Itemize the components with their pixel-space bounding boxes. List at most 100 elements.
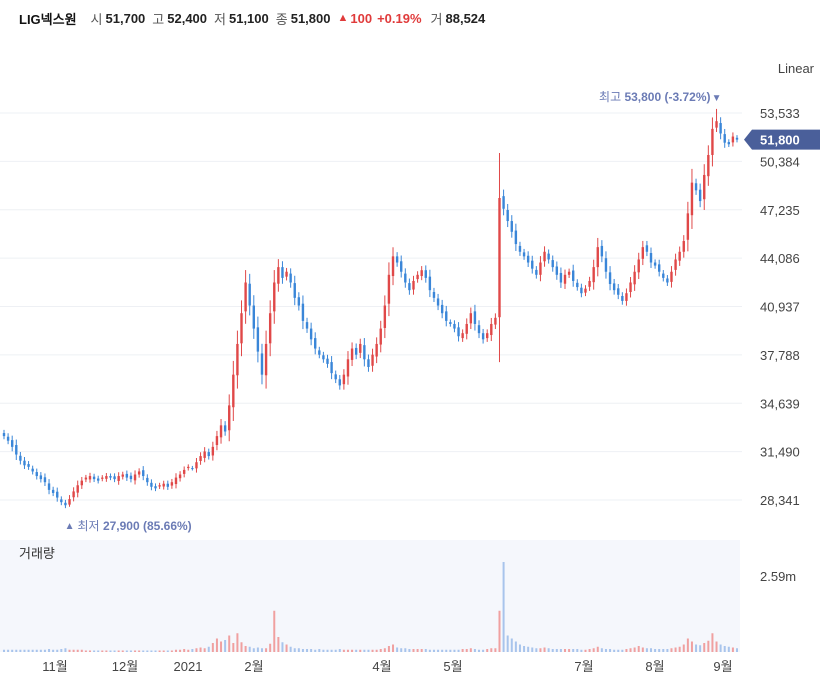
scale-toggle-button[interactable]: Linear	[777, 61, 814, 76]
volume-bar	[727, 646, 730, 652]
volume-bar	[494, 648, 497, 652]
candle-body	[142, 470, 145, 477]
candle-body	[674, 259, 677, 270]
candle-body	[174, 477, 178, 485]
candle-body	[350, 348, 354, 360]
candle-body	[129, 475, 133, 480]
change-percent: +0.19%	[377, 10, 422, 26]
candle-body	[23, 460, 26, 466]
volume-bar	[699, 645, 702, 652]
volume-bar	[650, 648, 653, 652]
candle-body	[76, 485, 79, 493]
volume-bar	[93, 650, 96, 652]
x-axis-label: 8월	[645, 659, 664, 674]
candle-body	[596, 247, 599, 268]
candle-body	[92, 476, 96, 480]
high-label: 고	[152, 11, 165, 27]
candle-body	[551, 260, 554, 268]
volume-bar	[158, 650, 161, 652]
candle-body	[686, 213, 690, 240]
candle-body	[297, 297, 301, 306]
candle-body	[490, 323, 493, 336]
volume-bar	[228, 635, 231, 652]
volume-bar	[301, 649, 304, 652]
candle-body	[10, 440, 14, 447]
volume-bar	[637, 646, 640, 652]
candle-body	[567, 271, 571, 275]
volume-bar	[187, 649, 190, 652]
candle-body	[494, 317, 497, 325]
candle-body	[481, 333, 485, 340]
volume-bar	[318, 649, 321, 652]
volume-bar	[412, 649, 415, 652]
candle-body	[453, 323, 456, 329]
volume-bar	[564, 649, 567, 652]
volume-bar	[416, 649, 419, 652]
volume-bar	[576, 649, 579, 652]
volume-bar	[473, 649, 476, 652]
volume-bar	[269, 643, 272, 652]
candle-body	[731, 136, 735, 143]
volume-bar	[195, 648, 198, 652]
volume-bar	[64, 648, 67, 652]
candle-body	[334, 374, 337, 380]
volume-bar	[117, 650, 120, 652]
high-value: 52,400	[167, 10, 208, 26]
volume-bar	[572, 649, 575, 652]
candle-body	[604, 258, 608, 272]
candle-body	[27, 464, 30, 467]
candle-body	[518, 245, 522, 252]
candle-body	[641, 247, 645, 259]
volume-bar	[695, 644, 698, 652]
candle-body	[449, 322, 452, 324]
price-tick-label: 31,490	[760, 445, 800, 460]
candle-body	[477, 325, 481, 334]
candle-body	[531, 260, 534, 269]
volume-bar	[658, 649, 661, 652]
candle-body	[592, 267, 595, 283]
candle-body	[211, 446, 215, 456]
candle-body	[698, 189, 702, 202]
volume-bar	[48, 649, 51, 652]
candle-body	[621, 296, 624, 301]
volume-bar	[465, 649, 468, 652]
candle-body	[412, 280, 415, 290]
candle-body	[486, 333, 489, 339]
volume-bar	[449, 649, 452, 652]
candle-body	[420, 270, 423, 277]
volume-bar	[199, 647, 202, 652]
current-price-label: 51,800	[760, 133, 800, 148]
volume-bar	[27, 649, 30, 652]
candle-body	[469, 313, 473, 324]
candle-body	[600, 245, 604, 257]
volume-bar	[457, 649, 460, 652]
candle-body	[256, 327, 260, 352]
candle-body	[703, 174, 706, 200]
candle-body	[572, 270, 575, 281]
price-tick-label: 40,937	[760, 300, 800, 315]
volume-bar	[162, 650, 165, 652]
candle-body	[375, 343, 378, 357]
candle-body	[223, 425, 227, 432]
candle-body	[543, 251, 546, 262]
volume-bar	[375, 649, 378, 652]
candle-body	[657, 264, 661, 272]
candle-body	[2, 433, 6, 437]
volume-bar	[486, 649, 489, 652]
volume-bar	[105, 650, 108, 652]
candle-body	[252, 305, 255, 329]
volume-bar	[260, 648, 263, 652]
candle-body	[735, 137, 739, 140]
volume-bar	[478, 649, 481, 652]
price-tick-label: 28,341	[760, 493, 800, 508]
max-price-annotation: 최고 53,800 (-3.72%)	[599, 90, 710, 104]
candle-body	[35, 472, 38, 477]
quote-header: LIG넥스원 시 51,700 고 52,400 저 51,100 종 51,8…	[19, 8, 492, 28]
x-axis-label: 12월	[112, 659, 138, 674]
volume-bar	[285, 644, 288, 652]
volume-bar	[88, 650, 91, 652]
volume-bar	[736, 648, 738, 652]
volume-bar	[547, 648, 550, 652]
candle-body	[15, 445, 18, 455]
